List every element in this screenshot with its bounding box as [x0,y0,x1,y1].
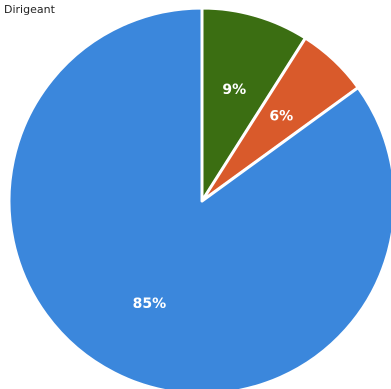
legend-label: Dirigeant [4,3,55,16]
pie-slice-label-2: 85% [133,296,167,312]
pie-slice-2 [7,6,391,389]
pie-slice-0 [200,6,307,203]
pie-slice-label-1: 6% [269,109,293,125]
pie-slice-label-0: 9% [222,82,246,98]
